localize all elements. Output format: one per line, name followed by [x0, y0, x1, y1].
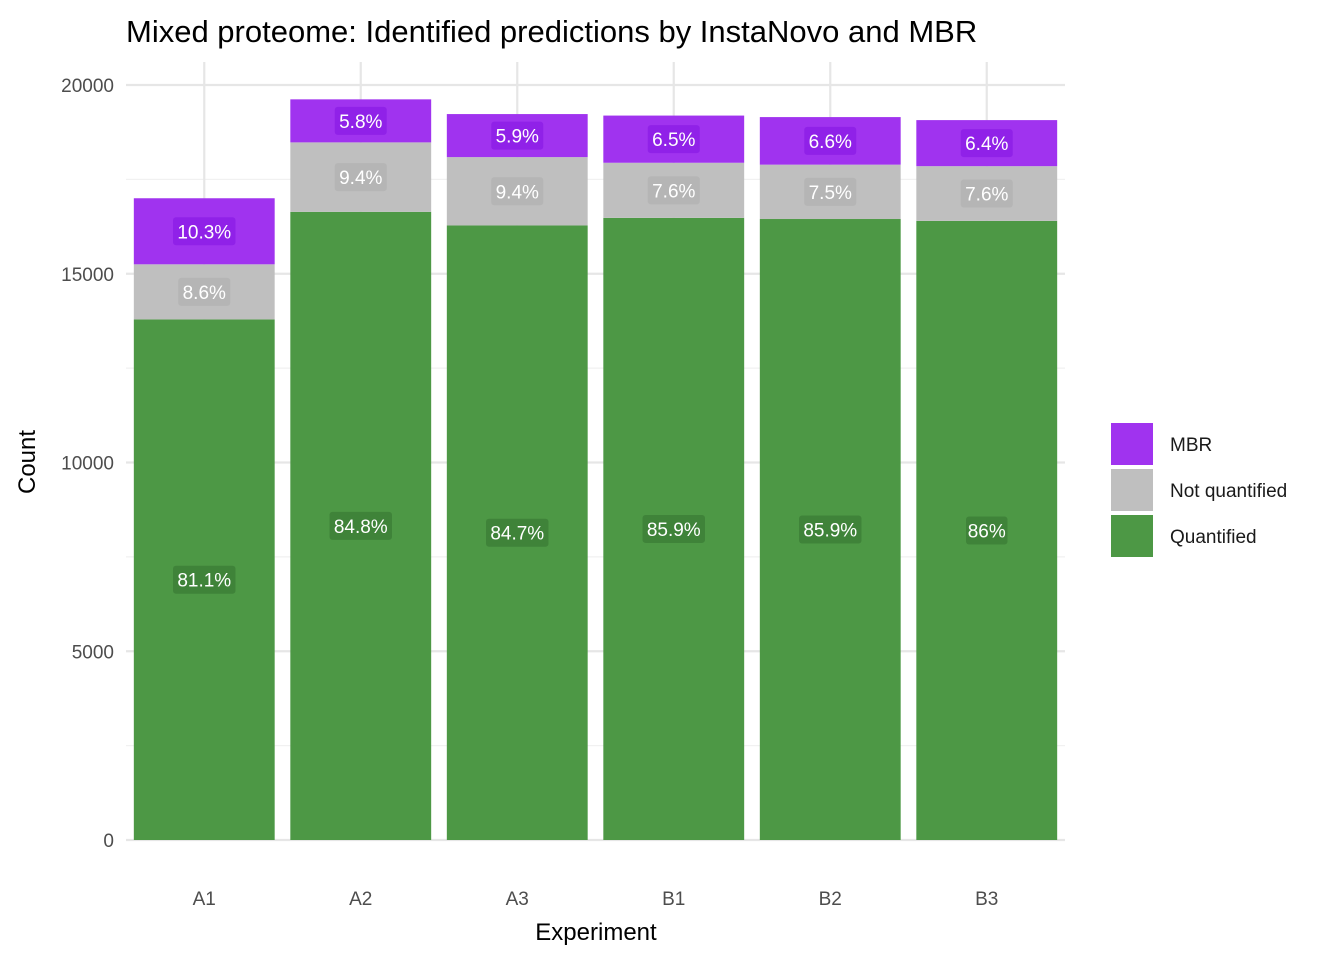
- data-label: 7.5%: [809, 183, 852, 204]
- data-label-bg: [799, 515, 862, 544]
- x-tick-label: B3: [975, 889, 998, 910]
- data-label: 5.8%: [339, 112, 382, 133]
- legend-swatch: [1111, 469, 1153, 511]
- chart-title: Mixed proteome: Identified predictions b…: [126, 14, 977, 49]
- data-label-bg: [804, 126, 857, 155]
- data-label-bg: [804, 177, 857, 206]
- legend: MBR Not quantified Quantified: [1111, 423, 1287, 557]
- bar-labels: 81.1% 8.6% 10.3% 84.8% 9.4% 5.8% 84.7% 9.4% 5.9%…: [173, 106, 1013, 594]
- data-label-bg: [178, 277, 231, 306]
- data-label: 6.5%: [652, 130, 695, 151]
- data-label-bg: [491, 177, 544, 206]
- data-label-bg: [647, 176, 700, 205]
- data-label-bg: [647, 125, 700, 154]
- data-label-bg: [960, 129, 1013, 158]
- data-label: 7.6%: [652, 181, 695, 202]
- data-label: 6.4%: [965, 134, 1008, 155]
- legend-swatch: [1111, 515, 1153, 557]
- data-label-bg: [960, 179, 1013, 208]
- x-axis: A1 A2 A3 B1 B2 B3: [193, 889, 999, 910]
- data-label: 9.4%: [496, 182, 539, 203]
- data-label-bg: [173, 565, 236, 594]
- data-label-bg: [491, 121, 544, 150]
- data-label-bg: [334, 106, 387, 135]
- x-tick-label: A1: [193, 889, 216, 910]
- data-label-bg: [966, 516, 1008, 545]
- data-label: 6.6%: [809, 132, 852, 153]
- data-label: 9.4%: [339, 168, 382, 189]
- legend-label: MBR: [1170, 435, 1212, 456]
- data-label: 5.9%: [496, 127, 539, 148]
- data-label-bg: [173, 217, 236, 246]
- data-label: 86%: [968, 521, 1006, 542]
- y-axis-title: Count: [14, 430, 41, 494]
- y-tick-label: 0: [103, 831, 114, 852]
- x-tick-label: A2: [349, 889, 372, 910]
- data-label-bg: [642, 514, 705, 543]
- legend-label: Quantified: [1170, 527, 1257, 548]
- legend-label: Not quantified: [1170, 481, 1287, 502]
- data-label-bg: [334, 163, 387, 192]
- legend-swatch: [1111, 423, 1153, 465]
- data-label: 84.7%: [490, 524, 544, 545]
- data-label: 10.3%: [177, 222, 231, 243]
- y-tick-label: 20000: [61, 76, 114, 97]
- data-label-bg: [486, 518, 549, 547]
- bars: [133, 99, 1058, 841]
- y-tick-label: 10000: [61, 454, 114, 475]
- y-axis: 0 5000 10000 15000 20000: [61, 76, 114, 852]
- x-tick-label: A3: [506, 889, 529, 910]
- data-label-bg: [329, 511, 392, 540]
- x-tick-label: B1: [662, 889, 685, 910]
- data-label: 8.6%: [183, 283, 226, 304]
- data-label: 85.9%: [803, 521, 857, 542]
- data-label: 84.8%: [334, 517, 388, 538]
- x-axis-title: Experiment: [535, 919, 657, 946]
- data-label: 81.1%: [177, 571, 231, 592]
- data-label: 7.6%: [965, 185, 1008, 206]
- data-label: 85.9%: [647, 520, 701, 541]
- y-tick-label: 15000: [61, 265, 114, 286]
- x-tick-label: B2: [819, 889, 842, 910]
- y-tick-label: 5000: [72, 642, 114, 663]
